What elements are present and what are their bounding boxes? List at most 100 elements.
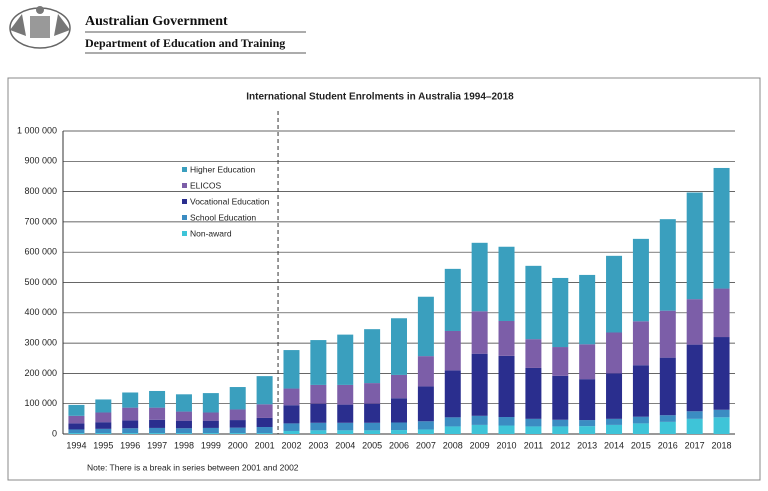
x-tick-label: 1994 — [66, 440, 86, 450]
bar-segment — [713, 337, 730, 410]
bar-segment — [471, 242, 488, 312]
bar-segment — [632, 423, 649, 434]
bar-segment — [471, 415, 488, 425]
legend-label: Non-award — [190, 228, 232, 238]
y-tick-label: 800 000 — [24, 186, 57, 196]
bar-segment — [95, 422, 112, 429]
bar-segment — [68, 404, 85, 416]
x-tick-label: 2001 — [255, 440, 275, 450]
bar-segment — [606, 418, 623, 425]
y-tick-label: 900 000 — [24, 156, 57, 166]
bar-segment — [283, 430, 300, 434]
bar-segment — [175, 394, 192, 412]
bar-segment — [444, 370, 461, 418]
bar-segment — [364, 422, 381, 431]
bar-segment — [444, 426, 461, 434]
legend-swatch — [182, 199, 187, 204]
bar-segment — [498, 246, 515, 321]
bar-segment — [68, 423, 85, 430]
bar-segment — [525, 367, 542, 419]
bar-segment — [417, 386, 434, 422]
header-department: Department of Education and Training — [85, 36, 285, 50]
bar-segment — [95, 399, 112, 413]
bar-segment — [202, 393, 219, 413]
bar-segment — [525, 418, 542, 427]
x-tick-label: 2009 — [470, 440, 490, 450]
bar-segment — [713, 167, 730, 289]
x-tick-label: 1998 — [174, 440, 194, 450]
bar-segment — [283, 423, 300, 431]
y-tick-label: 600 000 — [24, 247, 57, 257]
bar-segment — [95, 433, 112, 434]
bar-segment — [471, 353, 488, 416]
y-tick-label: 300 000 — [24, 337, 57, 347]
bar-segment — [552, 419, 569, 427]
y-tick-label: 700 000 — [24, 216, 57, 226]
bar-segment — [175, 411, 192, 421]
bar-segment — [149, 419, 166, 428]
bar-segment — [471, 424, 488, 434]
chart-frame — [7, 77, 761, 481]
x-tick-label: 2003 — [308, 440, 328, 450]
y-tick-label: 400 000 — [24, 307, 57, 317]
x-tick-label: 2006 — [389, 440, 409, 450]
x-tick-label: 2005 — [362, 440, 382, 450]
x-tick-label: 2000 — [228, 440, 248, 450]
bar-segment — [713, 417, 730, 434]
bar-segment — [391, 398, 407, 423]
bar-segment — [256, 417, 273, 428]
bar-segment — [256, 427, 273, 434]
y-tick-label: 1 000 000 — [17, 125, 57, 135]
bar-segment — [606, 424, 623, 434]
bar-segment — [95, 412, 112, 423]
bar-segment — [310, 422, 327, 431]
y-tick-label: 100 000 — [24, 398, 57, 408]
legend-label: Vocational Education — [190, 196, 270, 206]
bar-segment — [95, 428, 112, 434]
bar-segment — [202, 420, 219, 428]
bar-segment — [552, 426, 569, 434]
bar-segment — [364, 430, 381, 434]
bar-segment — [256, 404, 273, 418]
y-tick-label: 0 — [52, 428, 57, 438]
bar-segment — [417, 421, 434, 430]
x-tick-label: 2008 — [443, 440, 463, 450]
x-tick-label: 1999 — [201, 440, 221, 450]
bar-segment — [229, 427, 246, 434]
bar-segment — [659, 219, 676, 311]
x-tick-label: 2012 — [550, 440, 570, 450]
bar-segment — [632, 321, 649, 366]
bar-segment — [68, 429, 85, 434]
bar-segment — [659, 421, 676, 434]
x-tick-label: 2018 — [712, 440, 732, 450]
bar-segment — [337, 334, 354, 385]
bar-segment — [632, 238, 649, 322]
bar-segment — [417, 356, 434, 387]
bar-segment — [229, 433, 246, 434]
bar-segment — [283, 405, 300, 424]
bar-segment — [606, 332, 623, 374]
x-tick-label: 2004 — [335, 440, 355, 450]
bar-segment — [229, 409, 246, 421]
bar-segment — [391, 318, 407, 375]
x-tick-label: 2002 — [281, 440, 301, 450]
bar-segment — [122, 407, 139, 421]
bar-segment — [525, 426, 542, 434]
note: Note: There is a break in series between… — [87, 462, 299, 472]
bar-segment — [659, 357, 676, 416]
legend-swatch — [182, 231, 187, 236]
bar-segment — [256, 433, 273, 434]
x-tick-label: 2017 — [685, 440, 705, 450]
bar-segment — [552, 277, 569, 348]
bar-segment — [686, 418, 703, 434]
legend-label: Higher Education — [190, 164, 255, 174]
bar-segment — [471, 311, 488, 354]
bar-segment — [391, 374, 407, 399]
bar-segment — [391, 422, 407, 431]
x-tick-label: 2010 — [497, 440, 517, 450]
legend-swatch — [182, 183, 187, 188]
bar-segment — [175, 428, 192, 434]
bar-segment — [149, 390, 166, 408]
